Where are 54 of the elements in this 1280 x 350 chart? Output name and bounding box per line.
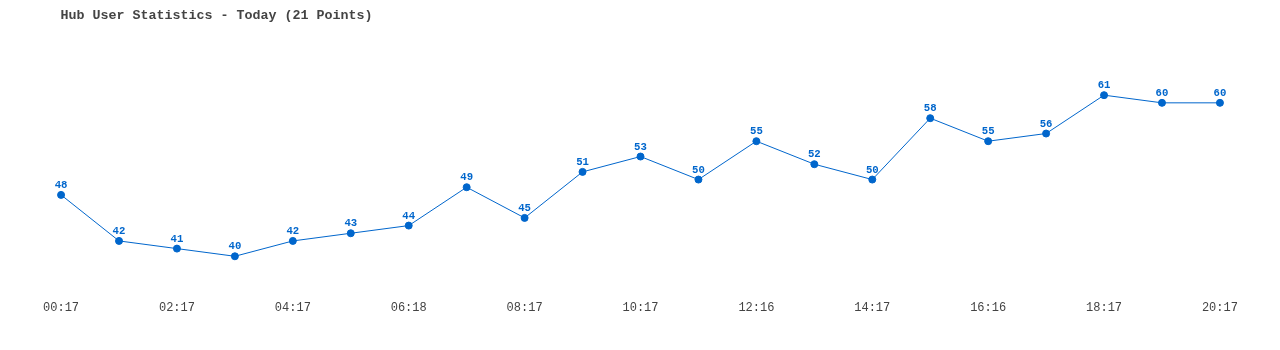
x-tick-label: 20:17 [1201,300,1238,315]
x-tick-label: 10:17 [622,300,659,315]
point [462,183,471,192]
point [1215,98,1224,107]
point [752,137,761,146]
point [636,152,645,161]
x-tick-label: 08:17 [506,300,543,315]
point [694,175,703,184]
data-label: 44 [402,209,416,222]
data-label: 50 [865,163,879,176]
data-label: 48 [54,178,68,191]
point [984,137,993,146]
point [172,244,181,253]
data-label: 42 [112,224,126,237]
x-tick-label: 16:16 [970,300,1007,315]
x-tick-label: 04:17 [274,300,311,315]
point [1042,129,1051,138]
point [288,236,297,245]
point [1158,98,1166,107]
point [926,114,935,123]
data-label: 43 [344,217,358,230]
point [810,160,819,169]
x-tick-label: 06:18 [390,300,427,315]
data-label: 41 [170,232,184,245]
data-label: 49 [460,171,474,184]
point [520,213,529,222]
data-label: 61 [1097,79,1111,92]
chart-title: Hub User Statistics - Today (21 Points) [60,7,373,23]
x-tick-label: 12:16 [738,300,775,315]
point [1100,91,1109,100]
point [115,236,123,245]
x-tick-label: 18:17 [1086,300,1123,315]
data-label: 51 [576,155,589,168]
data-label: 53 [634,140,647,153]
point [404,221,413,230]
point [868,175,877,184]
x-tick-label: 14:17 [854,300,891,315]
data-label: 50 [692,163,705,176]
x-tick-label: 02:17 [158,300,195,315]
point [57,190,66,199]
data-label: 55 [749,125,763,138]
data-label: 52 [807,148,821,161]
data-label: 58 [923,102,937,115]
data-label: 60 [1155,86,1169,99]
data-label: 55 [981,125,995,138]
point [578,167,587,176]
point [346,229,355,238]
data-label: 45 [518,201,532,214]
data-label: 56 [1039,117,1053,130]
x-tick-label: 00:17 [43,300,80,315]
data-label: 42 [286,224,300,237]
point [230,252,239,261]
data-label: 40 [228,240,242,253]
data-label: 60 [1213,86,1227,99]
